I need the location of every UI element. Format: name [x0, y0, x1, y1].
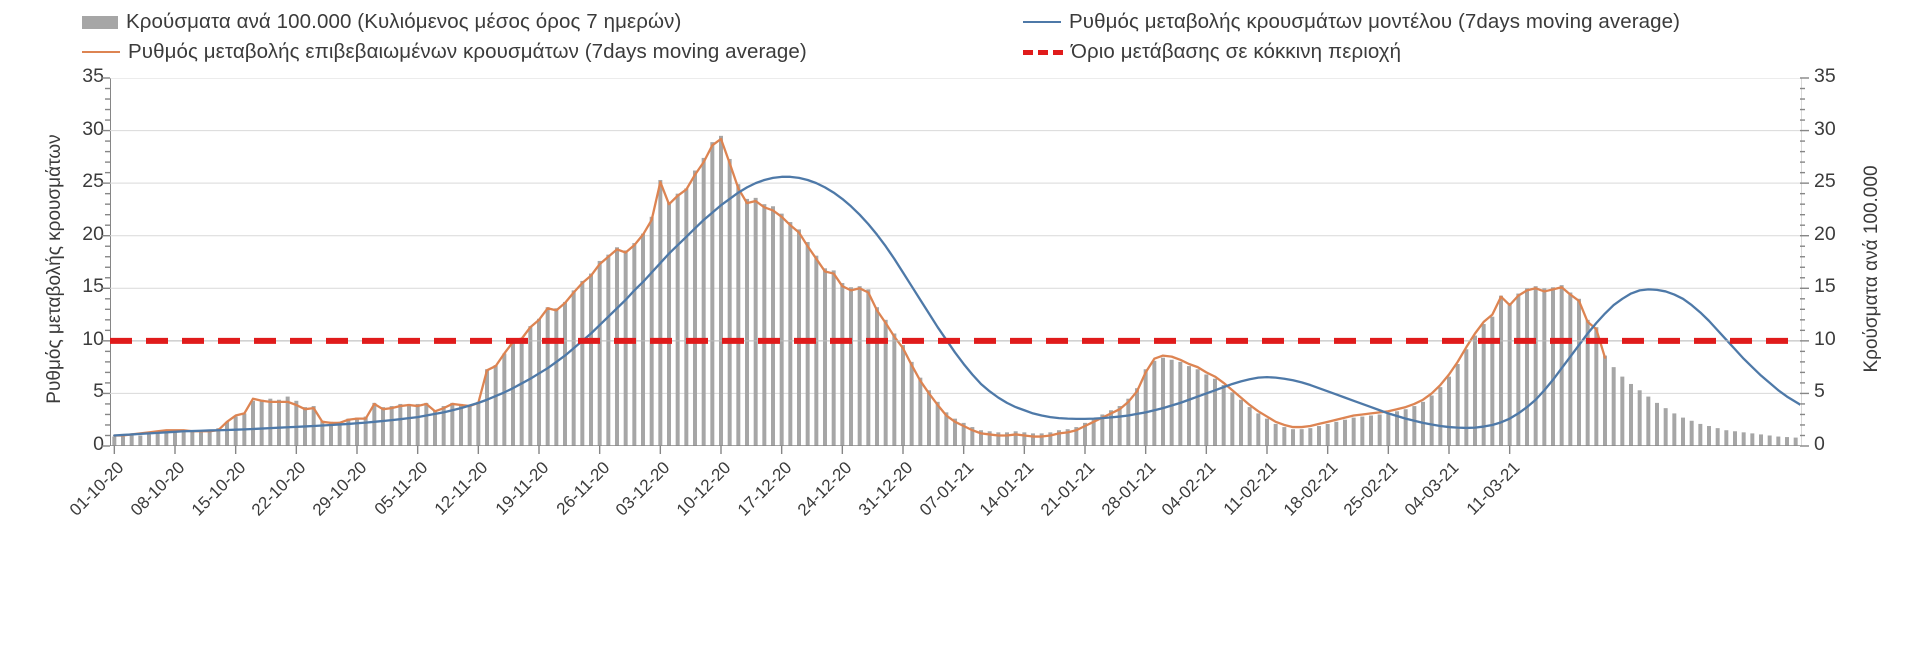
y-tick-label-left: 0: [93, 433, 104, 455]
y-tick-label-right: 0: [1814, 433, 1825, 455]
line-swatch-icon: [82, 51, 120, 53]
line-series: [113, 175, 1800, 437]
dashed-line-swatch-icon: [1023, 49, 1063, 55]
legend-label: Ρυθμός μεταβολής κρουσμάτων μοντέλου (7d…: [1069, 10, 1681, 33]
y-tick-label-right: 25: [1814, 170, 1836, 193]
y-tick-label-left: 20: [82, 222, 104, 245]
legend-item-red-zone-threshold[interactable]: Όριο μετάβασης σε κόκκινη περιοχή: [1023, 40, 1401, 64]
legend-label: Όριο μετάβασης σε κόκκινη περιοχή: [1071, 40, 1402, 63]
y-tick-label-right: 15: [1814, 275, 1836, 298]
line-series: [113, 137, 1607, 438]
y-tick-label-right: 30: [1814, 117, 1836, 140]
y-tick-label-left: 10: [82, 327, 104, 350]
legend-label: Ρυθμός μεταβολής επιβεβαιωμένων κρουσμάτ…: [128, 40, 807, 63]
y-tick-label-left: 5: [93, 380, 104, 403]
legend-label: Κρούσματα ανά 100.000 (Κυλιόμενος μέσος …: [126, 10, 682, 33]
y-tick-label-left: 25: [82, 170, 104, 193]
chart-legend: Κρούσματα ανά 100.000 (Κυλιόμενος μέσος …: [0, 4, 1920, 64]
chart-canvas: [110, 78, 1800, 446]
plot-frame: [110, 78, 1802, 446]
y-tick-label-right: 10: [1814, 327, 1836, 350]
y-tick-label-right: 35: [1814, 65, 1836, 87]
plot-area: [110, 78, 1802, 446]
legend-item-model-rate[interactable]: Ρυθμός μεταβολής κρουσμάτων μοντέλου (7d…: [1023, 10, 1680, 34]
legend-item-confirmed-rate[interactable]: Ρυθμός μεταβολής επιβεβαιωμένων κρουσμάτ…: [82, 40, 807, 64]
y-tick-label-right: 5: [1814, 380, 1825, 403]
y-tick-label-left: 15: [82, 275, 104, 298]
legend-item-cases-per-100k[interactable]: Κρούσματα ανά 100.000 (Κυλιόμενος μέσος …: [82, 10, 681, 34]
bar-series: [112, 135, 1798, 446]
y-tick-label-left: 35: [82, 65, 104, 87]
y-tick-label-left: 30: [82, 117, 104, 140]
y-tick-label-right: 20: [1814, 222, 1836, 245]
bar-swatch-icon: [82, 15, 118, 29]
line-swatch-icon: [1023, 21, 1061, 23]
